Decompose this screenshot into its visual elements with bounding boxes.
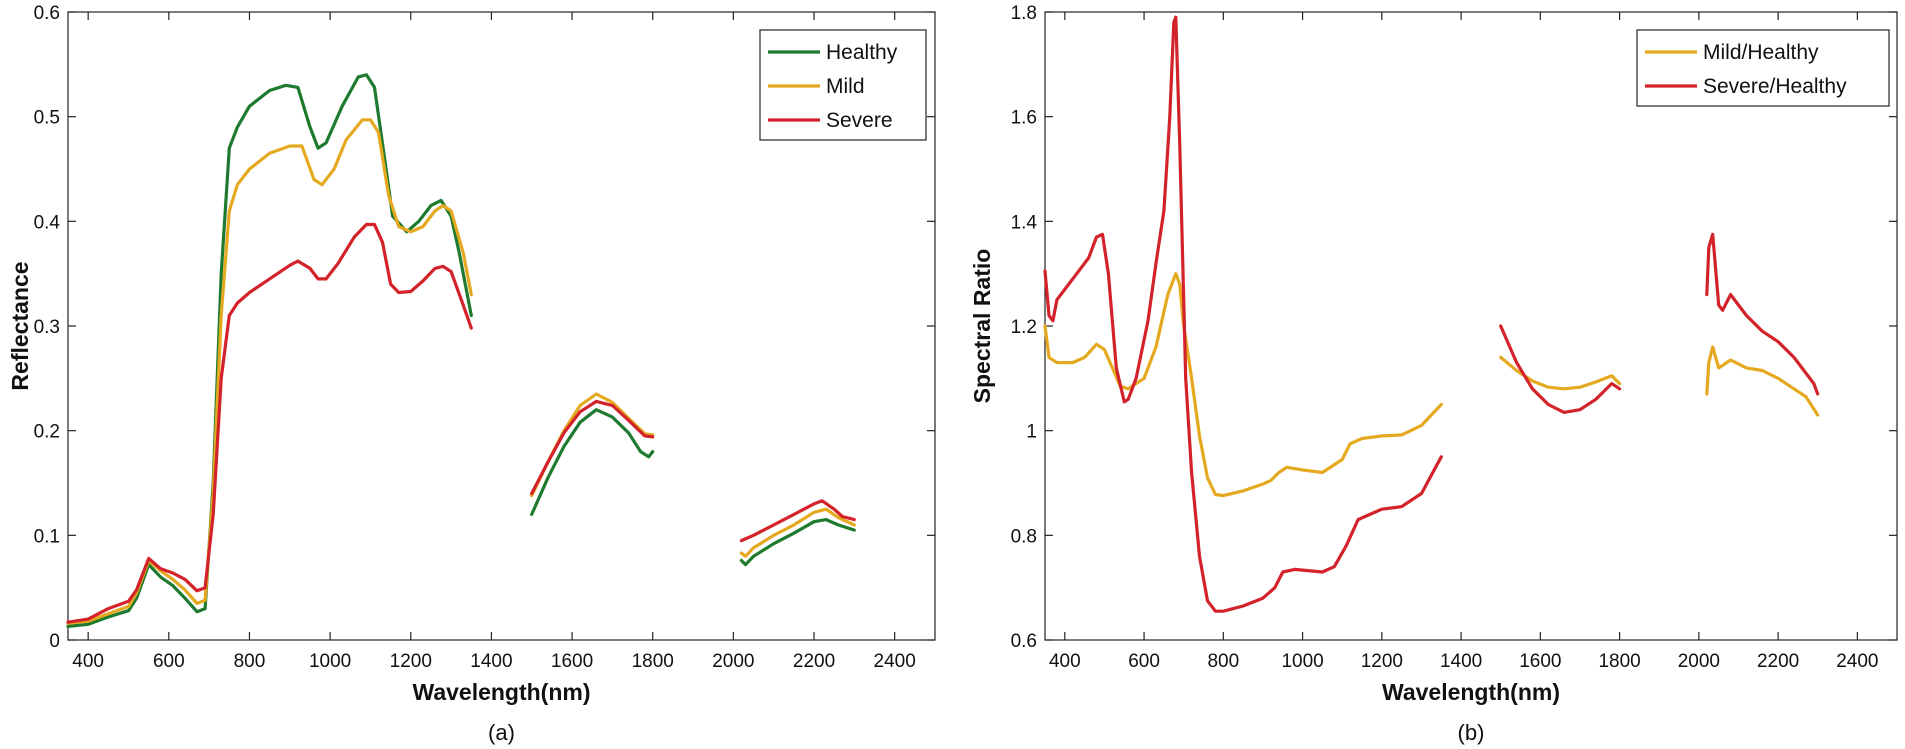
y-tick-label: 1.8 bbox=[1011, 3, 1037, 24]
series-line-severe-healthy bbox=[1499, 324, 1622, 414]
panel-b-y-axis-label: Spectral Ratio bbox=[969, 249, 995, 404]
panel-b-series-lines bbox=[1043, 15, 1820, 613]
series-line-healthy bbox=[530, 408, 655, 516]
x-tick-label: 2200 bbox=[1757, 651, 1799, 672]
x-tick-label: 1200 bbox=[1361, 651, 1403, 672]
series-line-mild bbox=[739, 507, 856, 558]
x-tick-label: 600 bbox=[1128, 651, 1160, 672]
y-tick-label: 0.3 bbox=[34, 317, 60, 338]
x-tick-label: 1800 bbox=[632, 651, 674, 672]
x-tick-label: 1600 bbox=[551, 651, 593, 672]
legend-label: Healthy bbox=[826, 41, 898, 64]
x-tick-label: 1000 bbox=[1281, 651, 1323, 672]
series-line-mild-healthy bbox=[1499, 355, 1622, 391]
y-tick-label: 0 bbox=[49, 631, 60, 652]
y-tick-label: 0.8 bbox=[1011, 526, 1037, 547]
y-tick-label: 0.6 bbox=[34, 3, 60, 24]
series-line-healthy bbox=[739, 518, 856, 567]
panel-b-caption: (b) bbox=[1458, 720, 1485, 745]
legend-label: Mild bbox=[826, 75, 865, 98]
legend-label: Severe bbox=[826, 109, 893, 132]
panel-b-legend: Mild/Healthy Severe/Healthy bbox=[1636, 29, 1890, 107]
x-tick-label: 2000 bbox=[712, 651, 754, 672]
panel-a-axis-ticks: 400 600 800 1000 1200 1400 1600 1800 2000 2200 240… bbox=[34, 3, 935, 672]
x-tick-label: 400 bbox=[1049, 651, 1081, 672]
x-tick-label: 1000 bbox=[309, 651, 351, 672]
x-tick-label: 800 bbox=[234, 651, 266, 672]
series-line-mild bbox=[66, 118, 473, 625]
x-tick-label: 1800 bbox=[1598, 651, 1640, 672]
panel-b-spectral-ratio-chart: 400 600 800 1000 1200 1400 1600 1800 2000 2200 240… bbox=[969, 3, 1898, 745]
series-line-severe-healthy bbox=[1043, 15, 1443, 613]
x-tick-label: 2000 bbox=[1678, 651, 1720, 672]
series-line-mild-healthy bbox=[1705, 345, 1820, 417]
y-tick-label: 0.6 bbox=[1011, 631, 1037, 652]
x-tick-label: 400 bbox=[72, 651, 104, 672]
series-line-mild-healthy bbox=[1043, 272, 1443, 498]
panel-a-caption: (a) bbox=[488, 720, 515, 745]
x-tick-label: 2400 bbox=[874, 651, 916, 672]
y-tick-label: 0.5 bbox=[34, 108, 60, 129]
panel-a-y-axis-label: Reflectance bbox=[7, 261, 33, 390]
panel-a-legend: Healthy Mild Severe bbox=[759, 29, 927, 141]
y-tick-label: 0.4 bbox=[34, 212, 61, 233]
panel-a-x-axis-label: Wavelength(nm) bbox=[412, 679, 590, 705]
panel-b-x-axis-label: Wavelength(nm) bbox=[1382, 679, 1560, 705]
y-tick-label: 1.6 bbox=[1011, 108, 1037, 129]
legend-box bbox=[1636, 29, 1890, 107]
x-tick-label: 2400 bbox=[1836, 651, 1878, 672]
panel-b-axis-ticks: 400 600 800 1000 1200 1400 1600 1800 2000 2200 240… bbox=[1011, 3, 1897, 672]
panel-a-series-lines bbox=[66, 73, 856, 628]
x-tick-label: 2200 bbox=[793, 651, 835, 672]
y-tick-label: 0.1 bbox=[34, 526, 60, 547]
x-tick-label: 1600 bbox=[1519, 651, 1561, 672]
x-tick-label: 800 bbox=[1207, 651, 1239, 672]
x-tick-label: 600 bbox=[153, 651, 185, 672]
x-tick-label: 1400 bbox=[470, 651, 512, 672]
x-tick-label: 1400 bbox=[1440, 651, 1482, 672]
y-tick-label: 1.2 bbox=[1011, 317, 1037, 338]
panel-a-reflectance-chart: 400 600 800 1000 1200 1400 1600 1800 2000 2200 240… bbox=[7, 3, 936, 745]
series-line-severe bbox=[739, 499, 856, 543]
legend-label: Mild/Healthy bbox=[1703, 41, 1819, 64]
series-line-severe-healthy bbox=[1705, 232, 1820, 396]
x-tick-label: 1200 bbox=[390, 651, 432, 672]
legend-label: Severe/Healthy bbox=[1703, 75, 1847, 98]
series-line-healthy bbox=[66, 73, 473, 628]
series-line-severe bbox=[530, 399, 655, 496]
series-line-severe bbox=[66, 222, 473, 624]
y-tick-label: 0.2 bbox=[34, 422, 60, 443]
y-tick-label: 1 bbox=[1026, 422, 1037, 443]
y-tick-label: 1.4 bbox=[1011, 212, 1038, 233]
